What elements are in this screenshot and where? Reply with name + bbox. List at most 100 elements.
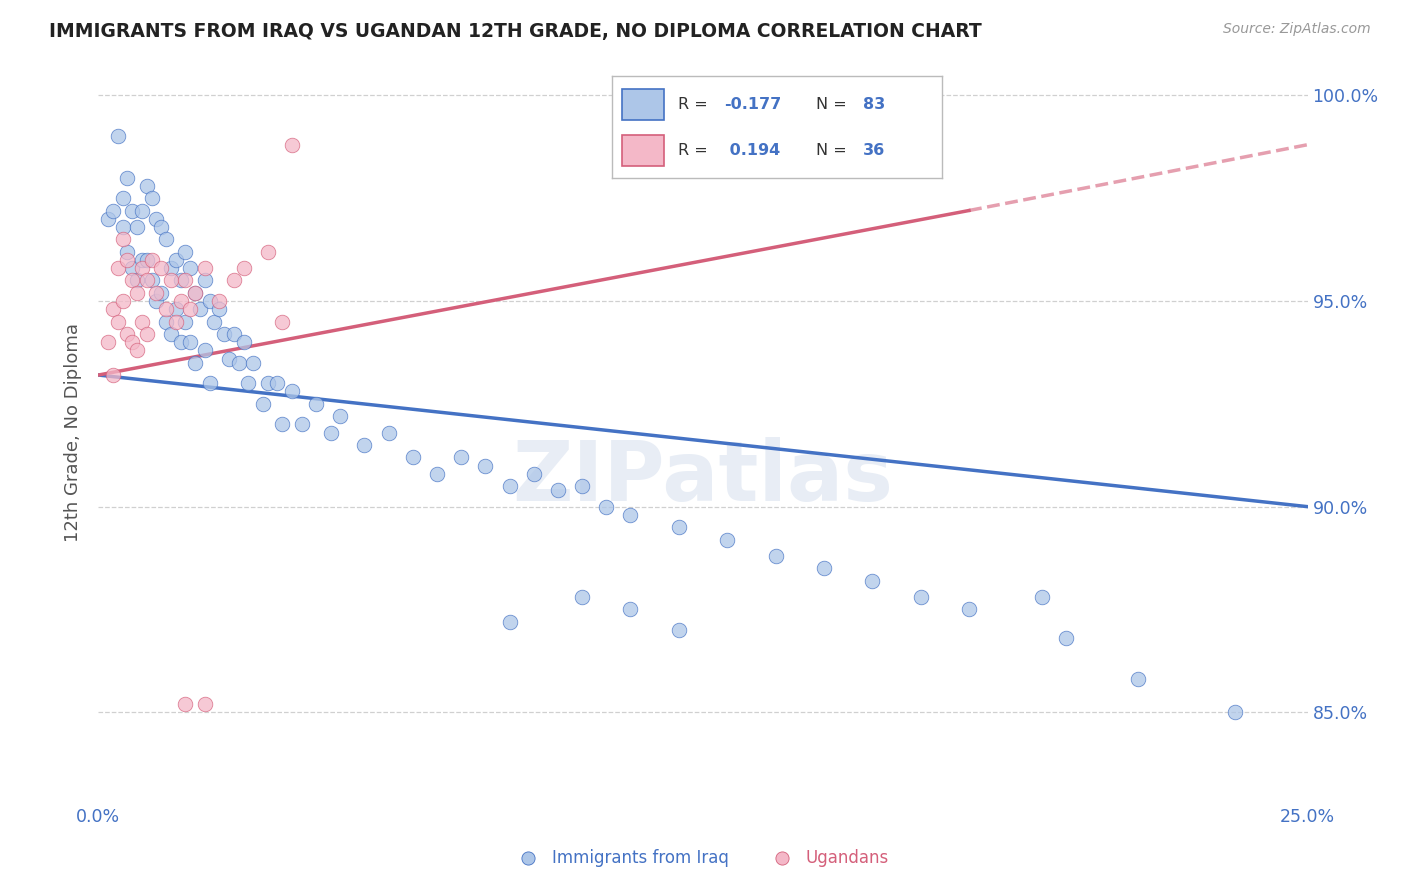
Point bbox=[204, 314, 226, 328]
Point bbox=[107, 261, 129, 276]
Point bbox=[271, 417, 294, 432]
Point bbox=[252, 397, 274, 411]
Text: R =: R = bbox=[678, 97, 713, 112]
Point bbox=[619, 508, 641, 522]
Point bbox=[571, 479, 593, 493]
Point bbox=[107, 314, 129, 328]
Point bbox=[208, 293, 231, 308]
Point bbox=[160, 261, 183, 276]
Point bbox=[121, 273, 143, 287]
Point bbox=[353, 438, 375, 452]
Point bbox=[1031, 590, 1053, 604]
Point bbox=[290, 417, 312, 432]
Point bbox=[238, 376, 260, 391]
Text: 36: 36 bbox=[863, 144, 884, 158]
Text: R =: R = bbox=[678, 144, 713, 158]
Point bbox=[184, 356, 207, 370]
Point bbox=[547, 483, 569, 498]
Text: 83: 83 bbox=[863, 97, 884, 112]
Text: Immigrants from Iraq: Immigrants from Iraq bbox=[551, 849, 728, 867]
Point bbox=[150, 285, 173, 300]
Text: Source: ZipAtlas.com: Source: ZipAtlas.com bbox=[1223, 22, 1371, 37]
Point bbox=[150, 219, 173, 234]
Point bbox=[131, 203, 153, 218]
Text: N =: N = bbox=[817, 97, 852, 112]
Point bbox=[860, 574, 883, 588]
Point bbox=[179, 302, 201, 317]
Text: -0.177: -0.177 bbox=[724, 97, 782, 112]
Point bbox=[107, 129, 129, 144]
Point bbox=[232, 261, 254, 276]
Point bbox=[198, 376, 221, 391]
Point bbox=[135, 178, 157, 193]
Point bbox=[174, 697, 197, 711]
Point bbox=[101, 203, 124, 218]
Point bbox=[155, 314, 177, 328]
Point bbox=[101, 368, 124, 382]
Point bbox=[121, 203, 143, 218]
Point bbox=[305, 397, 328, 411]
Point bbox=[765, 549, 787, 563]
Point bbox=[179, 261, 201, 276]
Point bbox=[228, 356, 250, 370]
Point bbox=[716, 533, 738, 547]
Text: Ugandans: Ugandans bbox=[806, 849, 889, 867]
Point bbox=[117, 170, 139, 185]
Point bbox=[910, 590, 932, 604]
Point bbox=[135, 326, 157, 341]
Point bbox=[165, 302, 187, 317]
Point bbox=[145, 293, 167, 308]
Point bbox=[127, 273, 149, 287]
Point bbox=[188, 302, 211, 317]
Point bbox=[212, 326, 235, 341]
Point bbox=[165, 252, 187, 267]
Point bbox=[111, 219, 134, 234]
Point bbox=[218, 351, 240, 366]
Point bbox=[145, 211, 167, 226]
Point bbox=[121, 335, 143, 350]
Y-axis label: 12th Grade, No Diploma: 12th Grade, No Diploma bbox=[63, 323, 82, 542]
Point bbox=[595, 500, 617, 514]
Text: 0.194: 0.194 bbox=[724, 144, 780, 158]
Point bbox=[131, 261, 153, 276]
Point bbox=[141, 252, 163, 267]
Text: IMMIGRANTS FROM IRAQ VS UGANDAN 12TH GRADE, NO DIPLOMA CORRELATION CHART: IMMIGRANTS FROM IRAQ VS UGANDAN 12TH GRA… bbox=[49, 22, 981, 41]
Point bbox=[160, 326, 183, 341]
Point bbox=[957, 602, 980, 616]
Point bbox=[127, 285, 149, 300]
Point bbox=[131, 252, 153, 267]
Point bbox=[97, 335, 120, 350]
Text: ZIPatlas: ZIPatlas bbox=[513, 436, 893, 517]
Point bbox=[450, 450, 472, 465]
Point bbox=[160, 273, 183, 287]
Point bbox=[266, 376, 288, 391]
Point bbox=[111, 232, 134, 246]
Point bbox=[101, 302, 124, 317]
Point bbox=[117, 252, 139, 267]
Point bbox=[184, 285, 207, 300]
Point bbox=[97, 211, 120, 226]
Point bbox=[169, 335, 191, 350]
Point bbox=[194, 261, 217, 276]
Point bbox=[281, 384, 304, 399]
Point bbox=[271, 314, 294, 328]
Point bbox=[135, 252, 157, 267]
FancyBboxPatch shape bbox=[621, 89, 665, 120]
Point bbox=[619, 602, 641, 616]
Point bbox=[117, 326, 139, 341]
Point bbox=[222, 273, 245, 287]
Point bbox=[194, 697, 217, 711]
Point bbox=[127, 343, 149, 358]
Point bbox=[121, 261, 143, 276]
Text: N =: N = bbox=[817, 144, 852, 158]
Point bbox=[174, 244, 197, 259]
Point bbox=[169, 273, 191, 287]
FancyBboxPatch shape bbox=[621, 136, 665, 166]
Point bbox=[208, 302, 231, 317]
Point bbox=[242, 356, 264, 370]
Point bbox=[127, 219, 149, 234]
Point bbox=[155, 232, 177, 246]
Point bbox=[141, 191, 163, 205]
Point bbox=[169, 293, 191, 308]
Point bbox=[232, 335, 254, 350]
